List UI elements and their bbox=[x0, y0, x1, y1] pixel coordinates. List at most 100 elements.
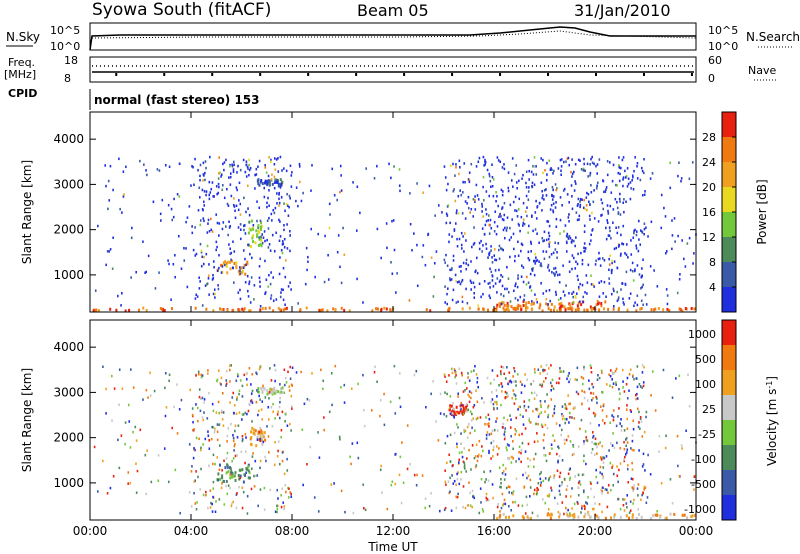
echo-cell bbox=[523, 222, 526, 226]
echo-cell bbox=[251, 236, 254, 240]
echo-cell bbox=[208, 197, 211, 201]
echo-cell bbox=[484, 422, 486, 426]
echo-cell bbox=[263, 230, 266, 233]
echo-cell bbox=[488, 417, 491, 421]
echo-cell bbox=[526, 275, 528, 279]
echo-cell bbox=[521, 177, 523, 180]
echo-cell bbox=[218, 444, 221, 447]
echo-cell bbox=[485, 212, 488, 216]
nsearch-tick-bottom: 10^0 bbox=[708, 40, 738, 53]
echo-cell bbox=[552, 172, 554, 175]
echo-cell bbox=[549, 475, 552, 478]
echo-cell bbox=[243, 228, 245, 232]
echo-cell bbox=[289, 249, 291, 253]
echo-cell bbox=[580, 375, 583, 379]
echo-cell bbox=[676, 291, 679, 295]
echo-cell bbox=[399, 405, 402, 409]
echo-cell bbox=[261, 418, 264, 421]
echo-cell bbox=[617, 480, 619, 484]
echo-cell bbox=[488, 174, 491, 178]
echo-cell bbox=[539, 383, 541, 387]
echo-cell bbox=[270, 212, 273, 216]
echo-cell bbox=[262, 236, 265, 239]
echo-cell bbox=[364, 508, 367, 512]
echo-cell bbox=[488, 194, 491, 198]
echo-cell bbox=[498, 466, 501, 469]
echo-cell bbox=[205, 490, 207, 494]
colorbar-tick-label: 8 bbox=[709, 256, 716, 269]
echo-cell bbox=[582, 459, 585, 463]
echo-cell bbox=[566, 235, 569, 239]
echo-cell bbox=[289, 281, 291, 284]
echo-cell bbox=[484, 160, 486, 164]
echo-cell bbox=[284, 419, 286, 423]
echo-cell bbox=[252, 227, 255, 231]
echo-cell bbox=[509, 203, 512, 207]
echo-cell bbox=[616, 231, 619, 235]
echo-cell bbox=[663, 206, 665, 210]
echo-cell bbox=[532, 267, 534, 270]
echo-cell bbox=[212, 292, 215, 296]
echo-cell bbox=[191, 231, 194, 235]
echo-cell bbox=[422, 191, 424, 194]
echo-cell bbox=[571, 306, 574, 310]
echo-cell bbox=[470, 207, 473, 211]
nsearch-trace bbox=[91, 30, 697, 39]
echo-cell bbox=[501, 284, 504, 288]
echo-cell bbox=[607, 234, 610, 237]
echo-cell bbox=[491, 184, 494, 188]
echo-cell bbox=[283, 507, 285, 511]
echo-cell bbox=[279, 391, 282, 395]
echo-cell bbox=[541, 498, 544, 501]
echo-cell bbox=[568, 213, 570, 216]
echo-cell bbox=[238, 392, 240, 396]
echo-cell bbox=[224, 466, 227, 470]
echo-cell bbox=[200, 249, 203, 253]
echo-cell bbox=[238, 411, 241, 414]
freq-label: Freq. bbox=[8, 56, 35, 69]
echo-cell bbox=[595, 468, 598, 472]
echo-cell bbox=[259, 435, 262, 439]
echo-cell bbox=[448, 408, 451, 412]
echo-cell bbox=[263, 387, 266, 391]
echo-cell bbox=[446, 392, 448, 396]
echo-cell bbox=[528, 169, 531, 173]
echo-cell bbox=[629, 197, 632, 201]
echo-cell bbox=[527, 231, 529, 235]
echo-cell bbox=[527, 186, 530, 189]
echo-cell bbox=[615, 183, 617, 187]
echo-cell bbox=[590, 366, 592, 370]
echo-cell bbox=[239, 223, 242, 226]
echo-cell bbox=[357, 382, 359, 386]
echo-cell bbox=[449, 476, 451, 480]
echo-cell bbox=[474, 198, 476, 202]
echo-cell bbox=[448, 374, 450, 377]
echo-cell bbox=[625, 444, 627, 448]
echo-cell bbox=[631, 448, 634, 452]
echo-cell bbox=[591, 507, 594, 511]
echo-cell bbox=[594, 263, 597, 266]
echo-cell bbox=[603, 456, 605, 460]
echo-cell bbox=[211, 425, 214, 429]
echo-cell bbox=[232, 433, 234, 437]
echo-cell bbox=[656, 285, 659, 288]
echo-cell bbox=[269, 282, 272, 286]
echo-cell bbox=[203, 174, 205, 177]
echo-cell bbox=[239, 168, 242, 172]
echo-cell bbox=[531, 184, 533, 188]
echo-cell bbox=[600, 488, 602, 492]
echo-cell bbox=[581, 504, 583, 508]
echo-cell bbox=[227, 466, 229, 470]
echo-cell bbox=[591, 307, 594, 311]
echo-cell bbox=[568, 421, 570, 424]
echo-cell bbox=[501, 217, 504, 221]
echo-cell bbox=[619, 422, 621, 425]
echo-cell bbox=[490, 226, 493, 230]
echo-cell bbox=[320, 308, 323, 312]
echo-cell bbox=[449, 221, 451, 225]
echo-cell bbox=[270, 178, 273, 181]
echo-cell bbox=[683, 513, 686, 517]
echo-cell bbox=[259, 433, 262, 437]
colorbar-tick-label: 28 bbox=[702, 131, 716, 144]
echo-cell bbox=[533, 440, 536, 444]
